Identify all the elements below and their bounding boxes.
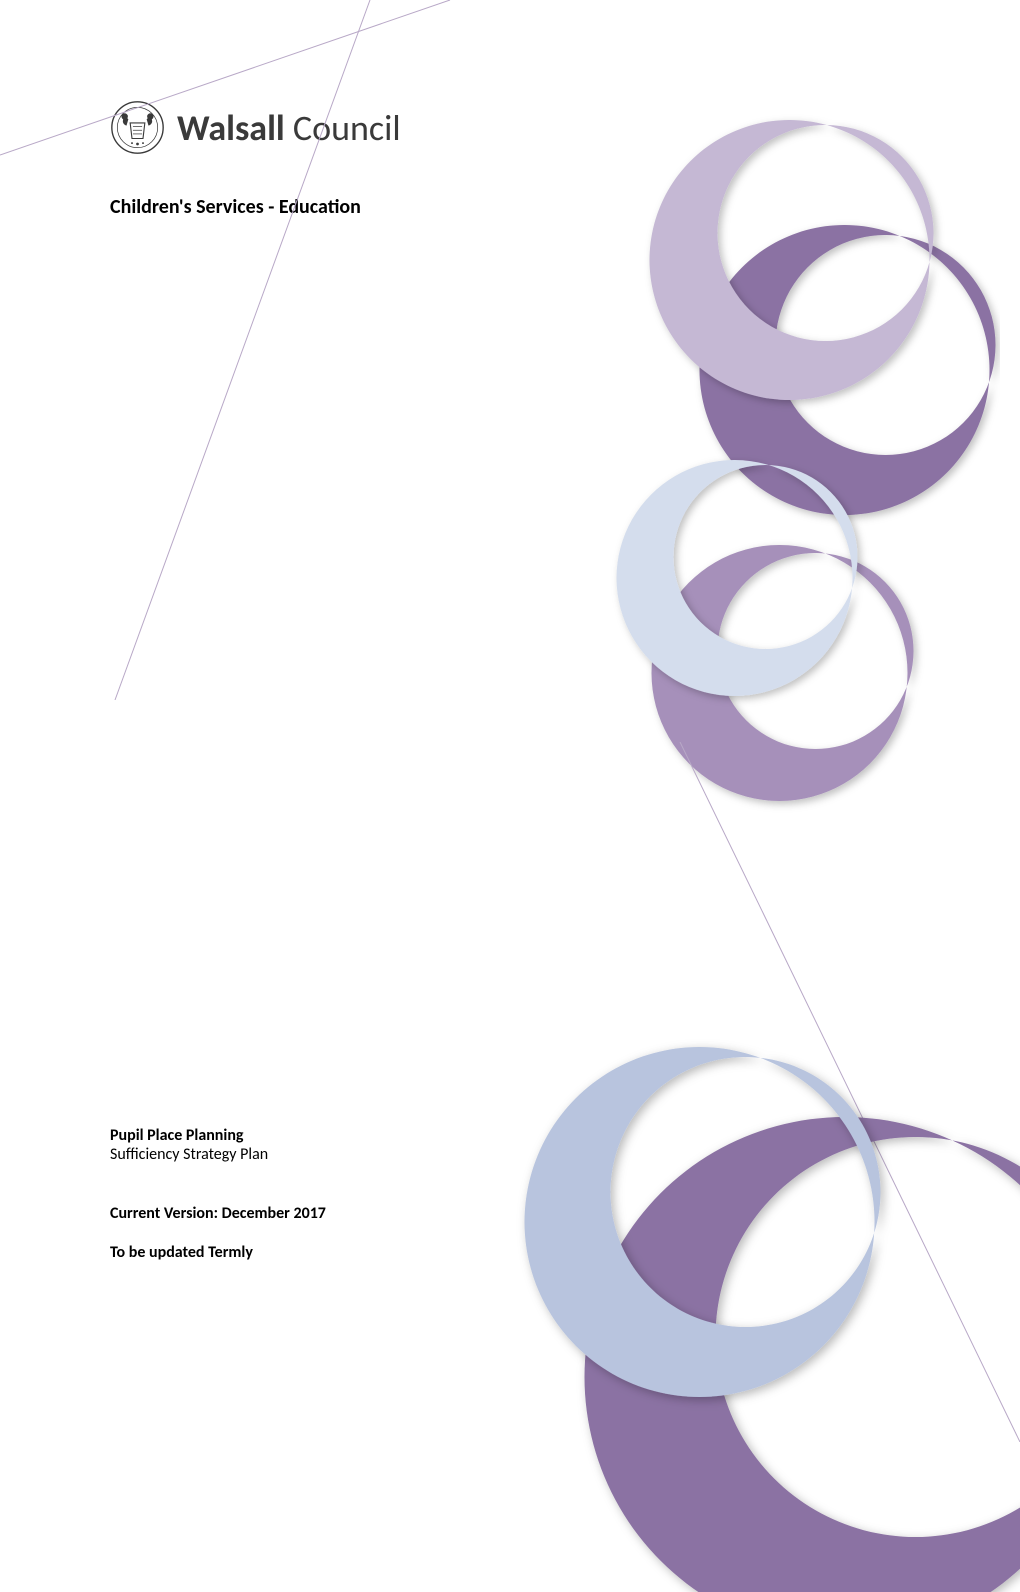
- council-crest-icon: [110, 100, 165, 155]
- version-label: Current Version: December 2017: [110, 1204, 326, 1223]
- council-name-bold: Walsall: [177, 106, 285, 150]
- update-label: To be updated Termly: [110, 1243, 326, 1262]
- logo-block: Walsall Council: [110, 100, 910, 155]
- department-title: Children's Services - Education: [110, 195, 910, 219]
- diagonal-line-decoration-bottom: [320, 742, 1020, 1442]
- decorative-circles-bottom: [470, 892, 1020, 1592]
- council-name-light: Council: [285, 106, 401, 150]
- council-name: Walsall Council: [177, 106, 401, 150]
- plan-title: Pupil Place Planning: [110, 1126, 326, 1145]
- plan-subtitle: Sufficiency Strategy Plan: [110, 1145, 326, 1164]
- footer-info: Pupil Place Planning Sufficiency Strateg…: [110, 1126, 326, 1262]
